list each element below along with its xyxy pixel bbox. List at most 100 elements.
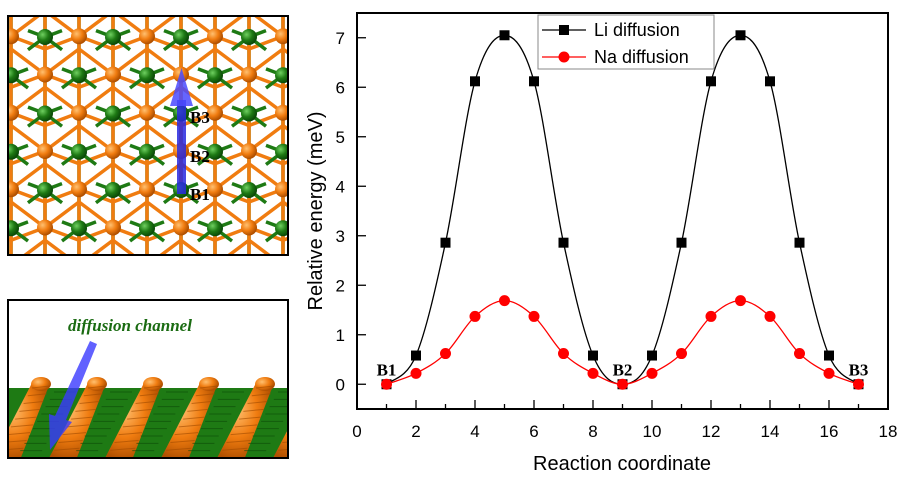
atom-orange — [241, 66, 257, 83]
data-point-li-diffusion — [765, 76, 775, 87]
x-tick-label: 16 — [820, 422, 839, 441]
atom-orange — [37, 142, 53, 159]
x-axis-ticks: 0 2 4 6 8 10 12 14 16 18 — [352, 400, 897, 441]
y-tick-label: 5 — [336, 128, 345, 147]
atom-green — [275, 67, 287, 84]
x-tick-label: 4 — [470, 422, 479, 441]
atom-green — [173, 29, 189, 45]
atom-green — [139, 220, 155, 237]
atom-green — [71, 67, 87, 84]
data-point-li-diffusion — [499, 30, 510, 41]
atom-green — [275, 220, 287, 237]
atom-green — [275, 143, 287, 160]
data-point-na-diffusion — [646, 367, 658, 379]
axes — [356, 12, 889, 410]
annotation-b1: B1 — [377, 360, 397, 379]
atom-orange — [275, 181, 287, 198]
data-point-na-diffusion — [499, 295, 510, 307]
atom-green — [9, 220, 19, 237]
atom-green — [241, 29, 257, 45]
atom-green — [105, 29, 121, 45]
data-point-li-diffusion — [794, 237, 805, 248]
data-point-li-diffusion — [588, 350, 598, 361]
x-axis-title: Reaction coordinate — [533, 453, 711, 475]
atom-orange — [9, 104, 19, 121]
x-tick-label: 14 — [761, 422, 780, 441]
data-point-li-diffusion — [676, 237, 687, 248]
atom-green — [71, 143, 87, 160]
y-axis-ticks: 0 1 2 3 4 5 6 7 — [336, 29, 366, 394]
atom-green — [71, 220, 87, 237]
atom-orange — [241, 219, 257, 236]
data-point-li-diffusion — [824, 350, 834, 361]
y-tick-label: 2 — [336, 276, 345, 295]
top-panel-frame — [7, 15, 289, 256]
plot-frame — [356, 12, 889, 410]
site-annotations: B1 B2 B3 — [377, 360, 869, 379]
data-point-li-diffusion — [558, 237, 569, 248]
data-point-na-diffusion — [440, 348, 451, 360]
y-axis-title: Relative energy (meV) — [305, 112, 327, 311]
legend-marker-na — [558, 51, 570, 63]
y-tick-label: 3 — [336, 227, 345, 246]
x-tick-label: 10 — [643, 422, 662, 441]
atom-green — [241, 105, 257, 122]
y-tick-label: 0 — [336, 375, 345, 394]
atom-orange — [207, 28, 223, 45]
data-point-li-diffusion — [470, 76, 480, 87]
annotation-b3: B3 — [849, 360, 869, 379]
data-point-li-diffusion — [706, 76, 716, 87]
data-point-na-diffusion — [587, 367, 599, 379]
x-tick-label: 12 — [702, 422, 721, 441]
site-label-b2: B2 — [190, 147, 210, 166]
atom-orange — [275, 104, 287, 121]
data-point-na-diffusion — [735, 295, 746, 307]
legend-label-li: Li diffusion — [594, 20, 680, 40]
series-line-li-diffusion — [386, 34, 859, 385]
atom-green — [37, 105, 53, 122]
data-point-li-diffusion — [440, 237, 451, 248]
legend: Li diffusion Na diffusion — [537, 14, 715, 70]
atom-orange — [71, 28, 87, 45]
data-point-li-diffusion — [647, 350, 657, 361]
annotation-b2: B2 — [613, 360, 633, 379]
data-point-na-diffusion — [823, 367, 835, 379]
atom-green — [9, 67, 19, 84]
atom-orange — [37, 66, 53, 83]
site-label-b3: B3 — [190, 108, 210, 127]
atom-orange — [9, 28, 19, 45]
atom-green — [207, 220, 223, 237]
data-point-na-diffusion — [794, 348, 805, 360]
legend-marker-li — [559, 25, 569, 35]
atom-green — [139, 143, 155, 160]
atom-orange — [275, 28, 287, 45]
bond — [179, 238, 203, 254]
atom-orange — [139, 104, 155, 121]
bond — [227, 238, 251, 254]
bond — [111, 238, 135, 254]
x-tick-label: 18 — [879, 422, 898, 441]
atom-orange — [207, 181, 223, 198]
atom-orange — [71, 181, 87, 198]
legend-label-na: Na diffusion — [594, 47, 689, 67]
data-point-na-diffusion — [469, 310, 481, 322]
arrow-shaft — [177, 100, 186, 194]
bond — [159, 238, 183, 254]
data-point-li-diffusion — [411, 350, 421, 361]
bond — [43, 238, 67, 254]
diffusion-path-arrow — [170, 68, 193, 194]
atom-orange — [71, 104, 87, 121]
atom-orange — [139, 28, 155, 45]
x-tick-label: 8 — [588, 422, 597, 441]
y-tick-label: 4 — [336, 177, 345, 196]
y-tick-label: 7 — [336, 29, 345, 48]
bond — [247, 238, 271, 254]
atom-green — [37, 182, 53, 198]
atom-orange — [105, 142, 121, 159]
data-point-na-diffusion — [381, 378, 392, 390]
y-tick-label: 1 — [336, 326, 345, 345]
data-point-li-diffusion — [735, 30, 746, 41]
atom-orange — [9, 181, 19, 198]
